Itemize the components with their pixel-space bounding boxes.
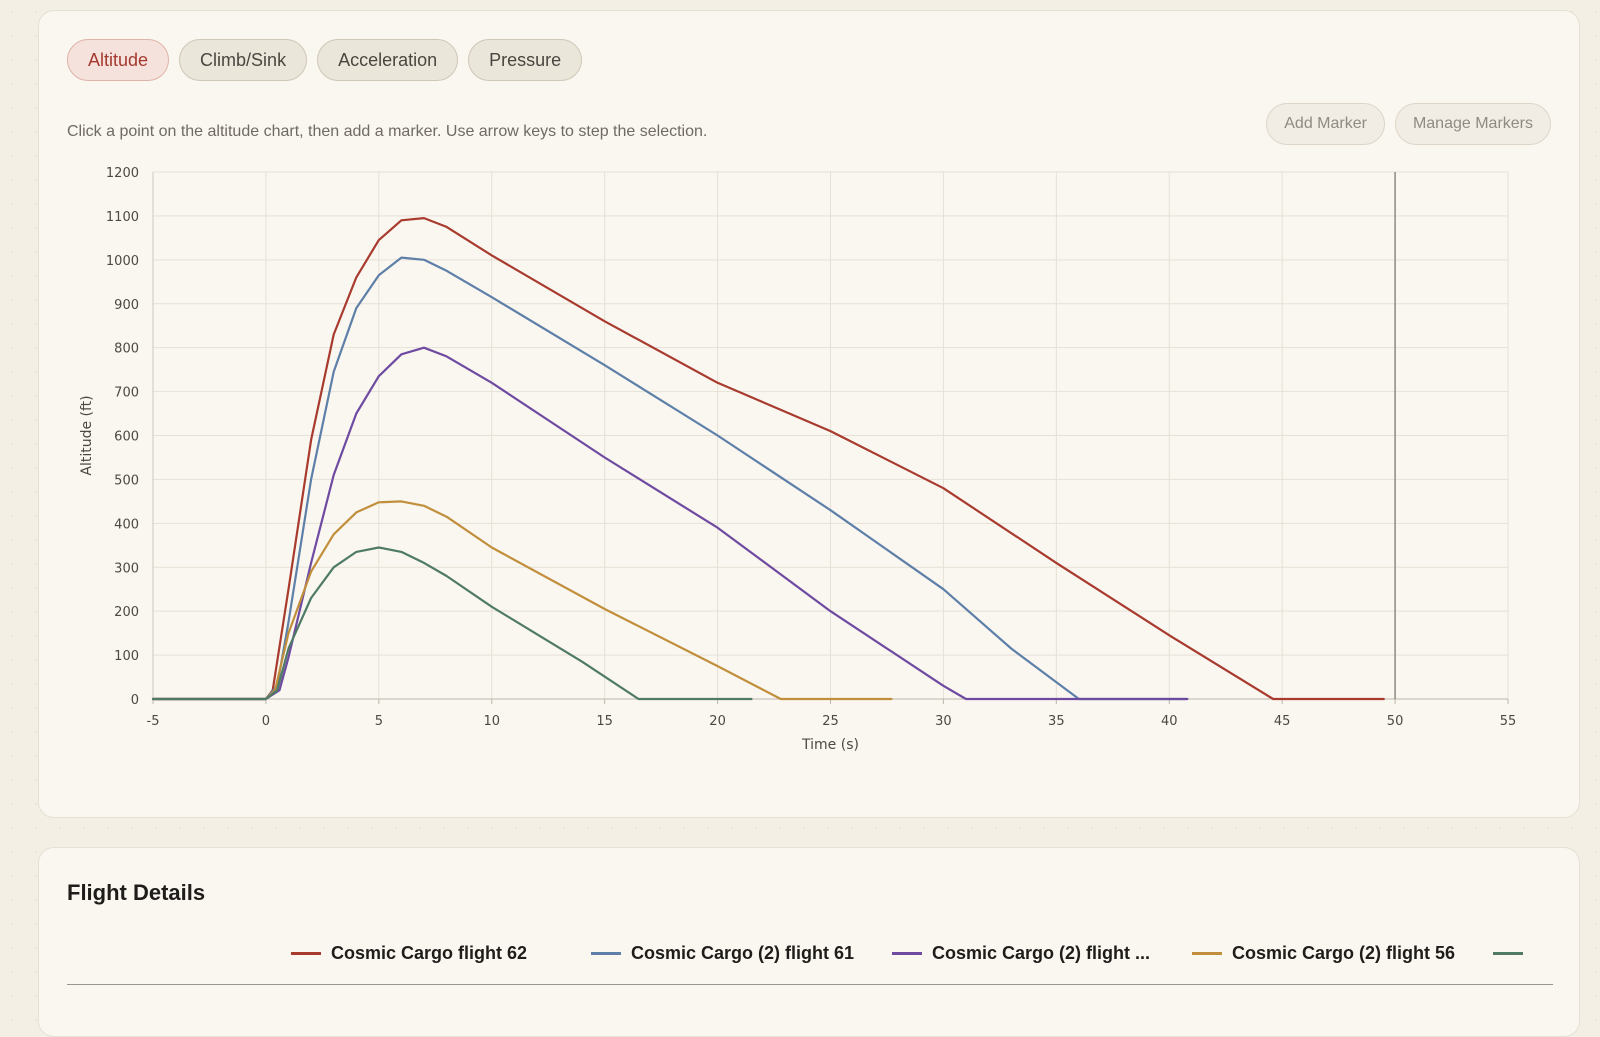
y-tick-label: 0 (131, 693, 139, 708)
y-tick-label: 100 (114, 649, 139, 664)
legend-item-flight-truncated[interactable]: Cosmic Cargo (2) flight ... (892, 938, 1150, 968)
flight-legend: Cosmic Cargo flight 62 Cosmic Cargo (2) … (67, 938, 1553, 985)
add-marker-button[interactable]: Add Marker (1266, 103, 1385, 145)
legend-swatch (291, 951, 321, 955)
x-tick-label: 50 (1387, 714, 1404, 729)
series-line-3 (151, 346, 1189, 701)
chart-hint-text: Click a point on the altitude chart, the… (67, 123, 708, 140)
x-tick-label: 30 (935, 714, 952, 729)
legend-swatch (892, 951, 922, 955)
legend-label: Cosmic Cargo flight 62 (331, 942, 528, 963)
y-axis-title: Altitude (ft) (79, 395, 95, 475)
x-tick-label: 55 (1500, 714, 1517, 729)
x-tick-label: 40 (1161, 714, 1178, 729)
y-tick-label: 1100 (106, 210, 139, 225)
legend-item-flight-56[interactable]: Cosmic Cargo (2) flight 56 (1192, 938, 1455, 968)
x-tick-label: 15 (596, 714, 613, 729)
legend-item-flight-61[interactable]: Cosmic Cargo (2) flight 61 (591, 938, 854, 968)
y-tick-label: 800 (114, 342, 139, 357)
x-tick-label: 45 (1274, 714, 1291, 729)
altitude-chart-card: Altitude Climb/Sink Acceleration Pressur… (38, 10, 1580, 818)
legend-label: Cosmic Cargo (2) flight 61 (631, 942, 855, 963)
legend-label: Cosmic Cargo (2) flight 56 (1232, 942, 1456, 963)
x-tick-label: 35 (1048, 714, 1065, 729)
legend-swatch (1493, 951, 1523, 955)
tab-pressure[interactable]: Pressure (468, 39, 583, 81)
x-tick-label: 0 (262, 714, 270, 729)
y-tick-label: 300 (114, 561, 139, 576)
x-tick-label: 10 (483, 714, 500, 729)
y-tick-label: 700 (114, 386, 139, 401)
manage-markers-button[interactable]: Manage Markers (1394, 103, 1551, 145)
legend-item-flight-62[interactable]: Cosmic Cargo flight 62 (291, 938, 527, 968)
altitude-chart[interactable]: -5 0 5 10 15 20 25 30 35 40 45 50 55 0 100 200 300 400 500… (39, 11, 1579, 801)
legend-label: Cosmic Cargo (2) flight ... (932, 942, 1151, 963)
series-line-4 (151, 500, 893, 701)
legend-item-flight-5[interactable] (1493, 938, 1533, 968)
legend-swatch (591, 951, 621, 955)
y-tick-label: 400 (114, 517, 139, 532)
tab-acceleration[interactable]: Acceleration (317, 39, 459, 81)
x-tick-label: 20 (709, 714, 726, 729)
flight-details-card: Flight Details Cosmic Cargo flight 62 Co… (38, 847, 1580, 1037)
y-tick-label: 200 (114, 605, 139, 620)
series-line-5 (151, 546, 753, 701)
series-line-1 (151, 217, 1385, 701)
tab-altitude[interactable]: Altitude (67, 39, 170, 81)
y-tick-label: 900 (114, 298, 139, 313)
y-tick-label: 1000 (106, 254, 139, 269)
x-tick-label: 25 (822, 714, 839, 729)
y-tick-label: 500 (114, 473, 139, 488)
x-tick-label: -5 (147, 714, 160, 729)
x-axis-title: Time (s) (801, 737, 859, 753)
series-line-2 (151, 256, 1189, 701)
tab-climb-sink[interactable]: Climb/Sink (179, 39, 308, 81)
y-tick-label: 600 (114, 430, 139, 445)
y-tick-label: 1200 (106, 166, 139, 181)
x-tick-label: 5 (375, 714, 383, 729)
flight-details-title: Flight Details (67, 880, 206, 905)
legend-swatch (1192, 951, 1222, 955)
marker-actions: Add Marker Manage Markers (1266, 103, 1551, 145)
chart-tabs: Altitude Climb/Sink Acceleration Pressur… (67, 39, 583, 81)
